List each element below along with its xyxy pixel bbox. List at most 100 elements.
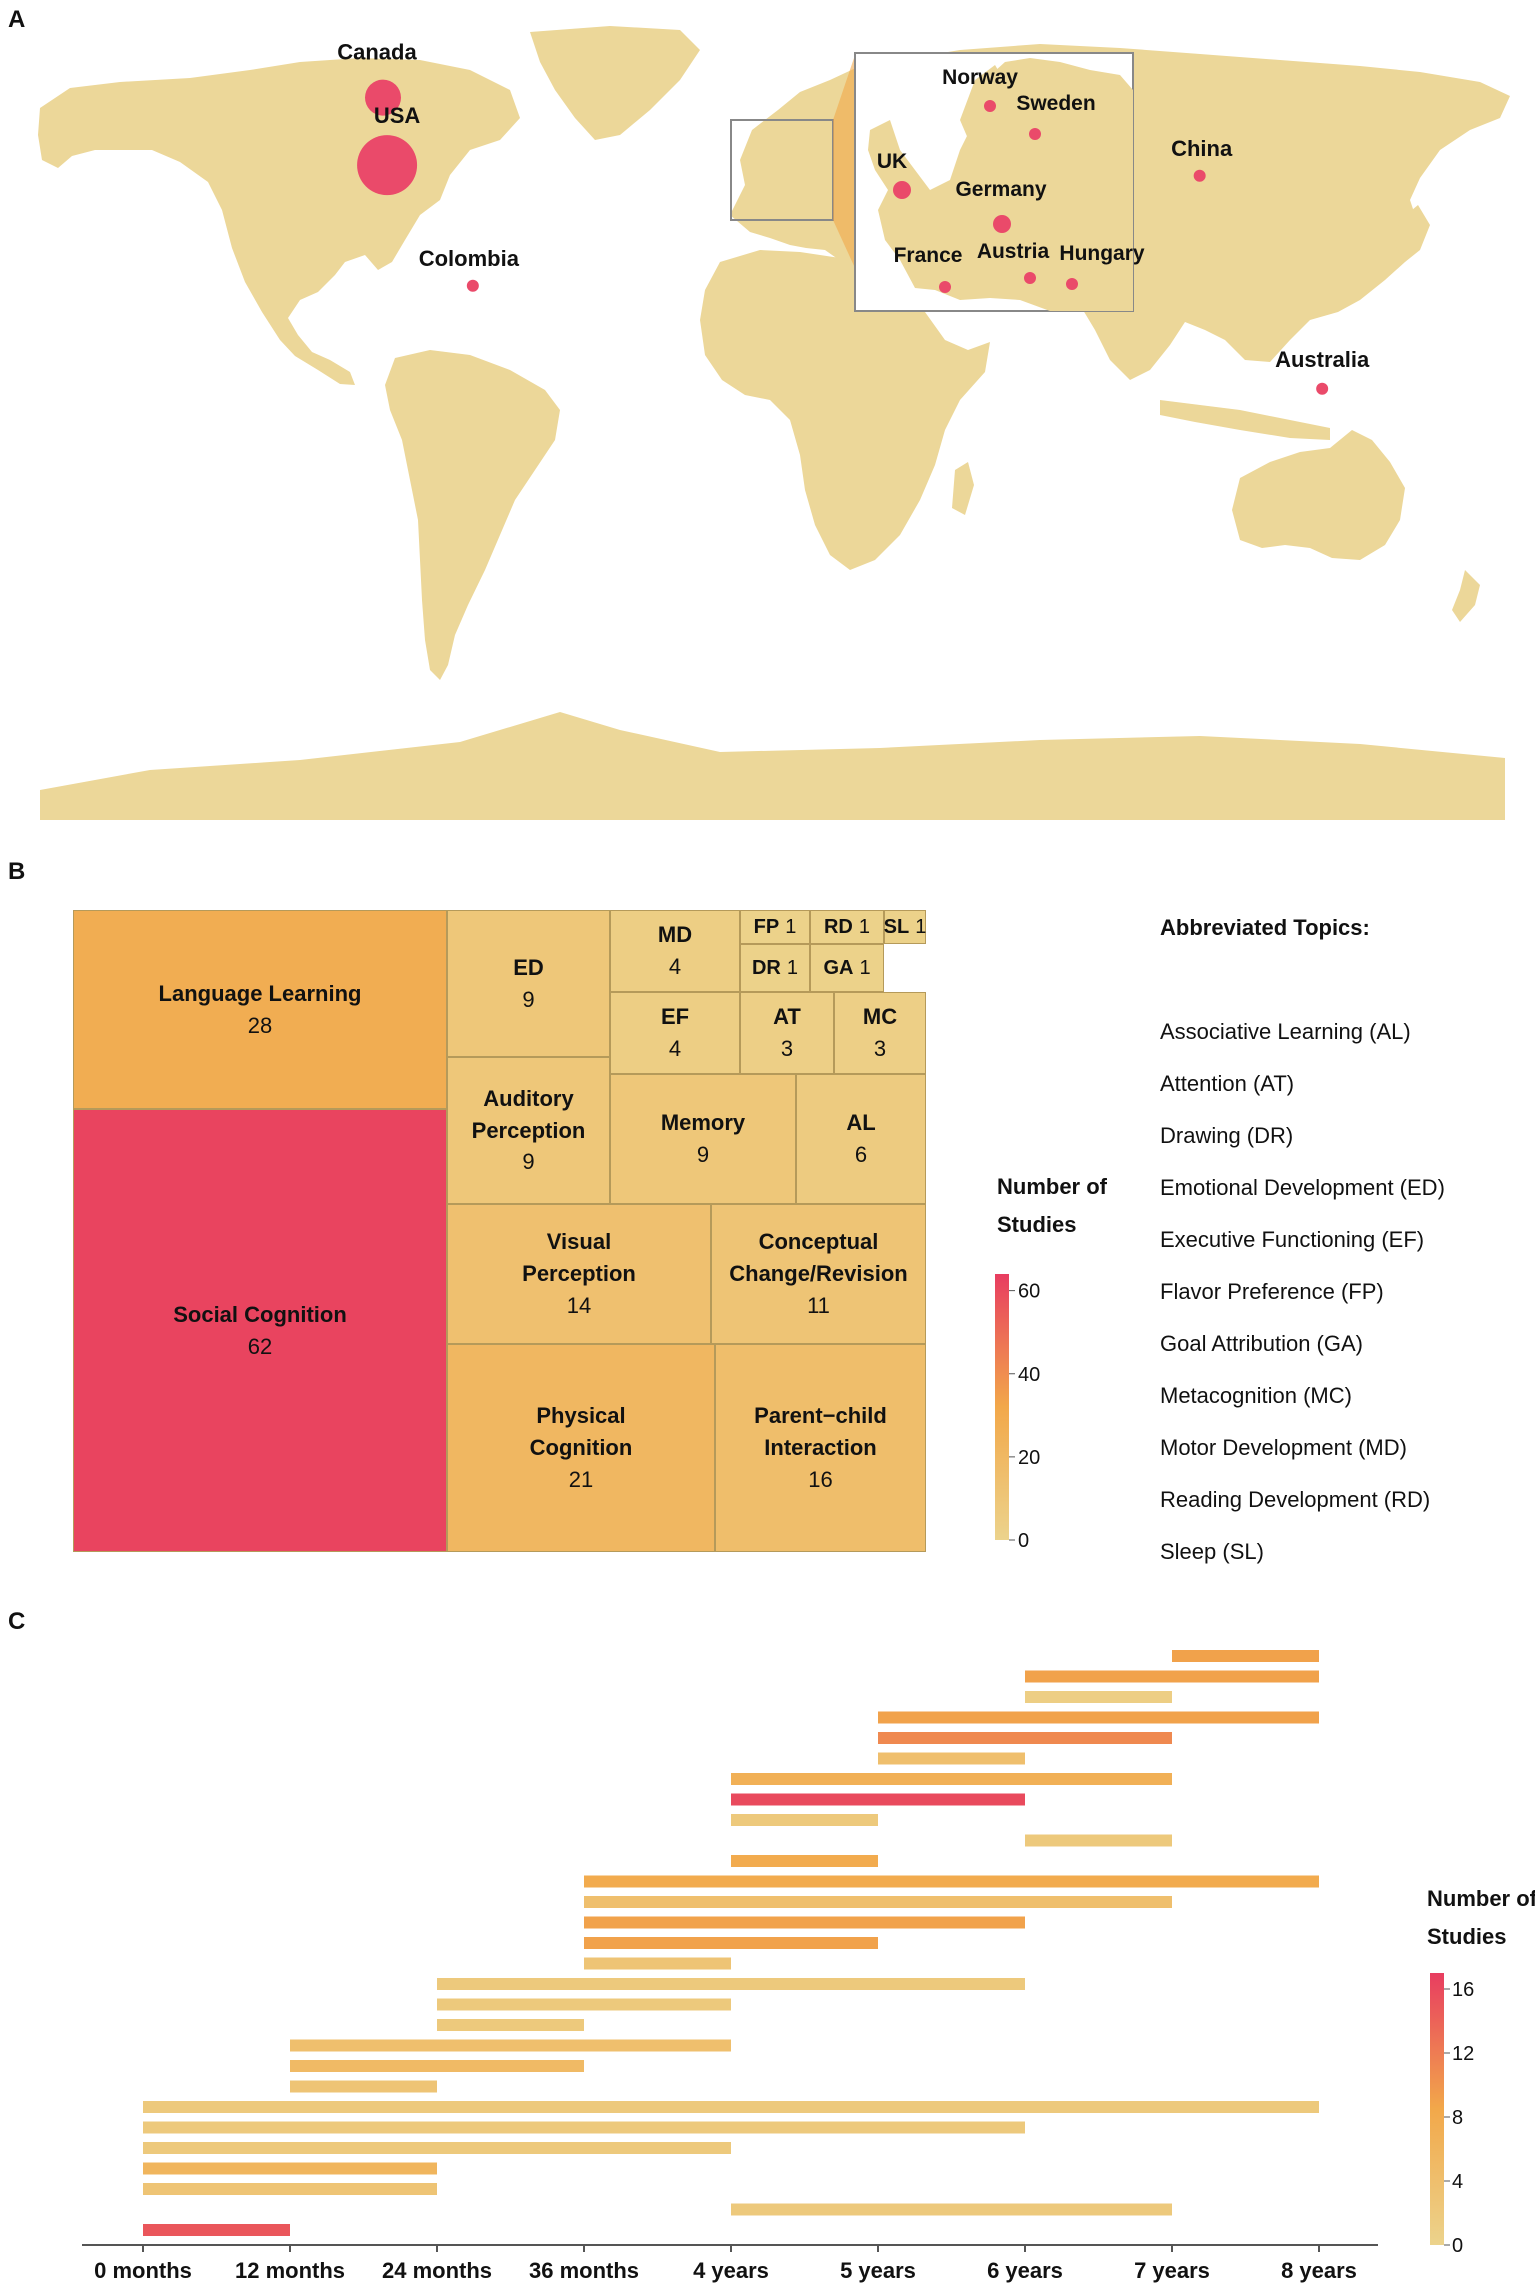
treemap-cell-value: 4 — [668, 1036, 682, 1061]
treemap-cell-auditory-perception: Auditory Perception 9 — [447, 1057, 610, 1204]
treemap-cell-language-learning: Language Learning 28 — [73, 910, 447, 1109]
age-range-bar — [584, 1937, 878, 1949]
treemap-cell-label: ED — [513, 954, 544, 980]
treemap-cell-label: Conceptual Change/Revision — [729, 1229, 908, 1287]
treemap-cell-physical-cognition: Physical Cognition 21 — [447, 1344, 715, 1552]
treemap-cell-value: 1 — [859, 956, 871, 979]
age-legend-label: 16 — [1452, 1979, 1474, 2001]
label-hungary: Hungary — [1059, 242, 1145, 265]
japan — [1395, 205, 1430, 262]
treemap-cell-label: EF — [660, 1004, 690, 1030]
age-bars — [143, 1650, 1319, 2236]
treemap-cell-label: GA — [823, 956, 854, 979]
treemap-scale-ticks: 60 40 20 0 — [1009, 1281, 1040, 1552]
age-range-bar — [584, 1957, 731, 1970]
x-tick-label: 36 months — [529, 2258, 639, 2283]
treemap-cell-md: MD 4 — [610, 910, 740, 992]
marker-uk — [893, 181, 911, 199]
label-china: China — [1171, 136, 1233, 161]
x-tick-label: 0 months — [94, 2258, 192, 2283]
age-range-bar — [731, 1814, 878, 1826]
abbreviation-item: Executive Functioning (EF) — [1160, 1227, 1425, 1252]
world-map: Canada USA Colombia Australia China Norway Swe… — [38, 26, 1510, 820]
treemap-cell-value: 16 — [808, 1466, 833, 1492]
x-tick-label: 6 years — [987, 2258, 1063, 2283]
treemap-cell-value: 14 — [566, 1292, 592, 1318]
age-range-bar — [437, 1978, 1025, 1990]
map-labels: Canada USA Colombia Australia China Norway Swe… — [337, 40, 1370, 372]
age-legend-label: 8 — [1452, 2107, 1463, 2129]
age-range-bar — [143, 2142, 731, 2154]
new-zealand — [1452, 570, 1480, 622]
treemap-scale-label: 60 — [1018, 1281, 1040, 1303]
age-range-bar — [731, 1773, 1172, 1785]
treemap-color-scale: 60 40 20 0 — [995, 1274, 1040, 1552]
treemap-cell-value: 28 — [247, 1012, 273, 1038]
label-uk: UK — [877, 150, 907, 173]
treemap-cell-label: AT — [773, 1004, 801, 1030]
marker-china — [1193, 169, 1206, 182]
treemap-cell-value: 21 — [568, 1466, 594, 1492]
marker-germany — [993, 215, 1011, 233]
treemap-cell-label: Language Learning — [158, 980, 362, 1006]
age-legend-label: 12 — [1452, 2043, 1474, 2065]
treemap-cell-label: Physical Cognition — [529, 1403, 633, 1461]
age-range-bar — [878, 1732, 1172, 1744]
age-range-bar — [584, 1916, 1025, 1929]
treemap-cell-social-cognition: Social Cognition 62 — [73, 1109, 447, 1552]
treemap-legend-title: Number of Studies — [997, 1174, 1107, 1237]
treemap-scale-label: 40 — [1018, 1364, 1040, 1386]
marker-france — [939, 281, 951, 293]
treemap-cell-mc: MC 3 — [834, 992, 926, 1074]
age-range-bar — [878, 1752, 1025, 1765]
treemap-cell-ga: GA 1 — [810, 944, 884, 992]
treemap-cell-value: 4 — [668, 954, 682, 979]
panel-c-label: C — [8, 1608, 26, 1635]
treemap-cell-label: AL — [846, 1110, 876, 1136]
abbreviation-item: Flavor Preference (FP) — [1160, 1279, 1384, 1304]
treemap-scale-label: 0 — [1018, 1530, 1029, 1552]
age-range-bar — [143, 2183, 437, 2195]
age-legend-label: 4 — [1452, 2171, 1463, 2193]
treemap-cell-label: DR — [751, 956, 781, 979]
treemap-cell-label: Visual Perception — [522, 1229, 636, 1287]
africa — [700, 250, 990, 570]
x-tick-label: 24 months — [382, 2258, 492, 2283]
label-austria: Austria — [977, 240, 1050, 263]
treemap-cell-label: Auditory Perception — [471, 1085, 586, 1143]
treemap-cell-label: Parent−child Interaction — [754, 1403, 887, 1461]
treemap-cell-value: 62 — [247, 1333, 273, 1359]
greenland — [530, 26, 700, 140]
antarctica — [40, 712, 1505, 820]
abbreviation-item: Attention (AT) — [1160, 1071, 1295, 1096]
abbreviation-item: Reading Development (RD) — [1160, 1487, 1431, 1512]
treemap-cell-label: RD — [823, 915, 853, 938]
x-tick-label: 4 years — [693, 2258, 769, 2283]
treemap-cell-dr: DR 1 — [740, 944, 810, 992]
treemap-cell-ed: ED 9 — [447, 910, 610, 1057]
abbreviation-item: Motor Development (MD) — [1160, 1435, 1407, 1460]
label-colombia: Colombia — [419, 246, 520, 271]
treemap-cell-conceptual-change: Conceptual Change/Revision 11 — [711, 1204, 926, 1344]
marker-sweden — [1029, 128, 1041, 140]
treemap-cell-label: MD — [657, 922, 693, 948]
treemap-cell-value: 1 — [915, 915, 927, 938]
abbreviations-title: Abbreviated Topics: — [1160, 915, 1370, 940]
label-sweden: Sweden — [1016, 92, 1095, 115]
age-range-bar — [584, 1875, 1319, 1888]
age-range-bar — [437, 1998, 731, 2011]
treemap-cell-parent-child: Parent−child Interaction 16 — [715, 1344, 926, 1552]
treemap-cell-at: AT 3 — [740, 992, 834, 1074]
age-range-bar — [584, 1896, 1172, 1908]
inset-land-north — [960, 65, 1010, 155]
age-range-bar — [290, 2060, 584, 2072]
map-markers — [357, 79, 1329, 395]
x-tick-label: 5 years — [840, 2258, 916, 2283]
age-range-bar — [1025, 1834, 1172, 1847]
marker-colombia — [466, 279, 479, 292]
north-america — [38, 58, 520, 385]
abbreviation-item: Goal Attribution (GA) — [1160, 1331, 1363, 1356]
marker-hungary — [1066, 278, 1078, 290]
abbreviation-item: Metacognition (MC) — [1160, 1383, 1352, 1408]
age-range-bar — [731, 1855, 878, 1867]
